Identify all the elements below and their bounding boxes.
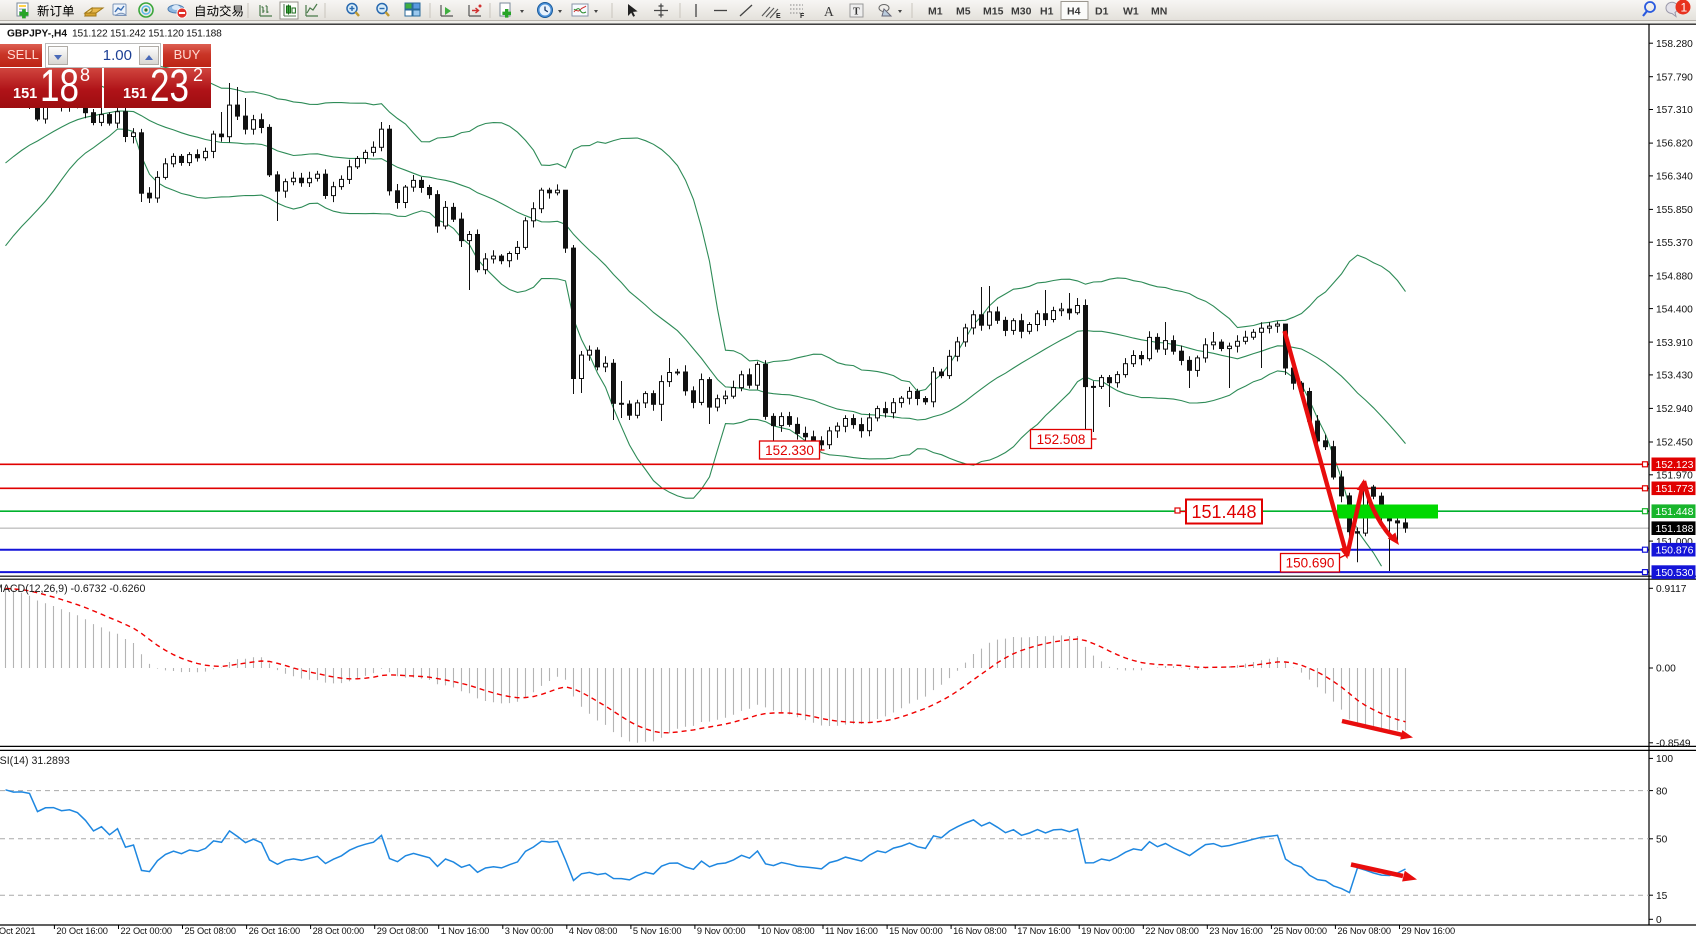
svg-text:0.00: 0.00 bbox=[1656, 664, 1676, 675]
svg-text:MN: MN bbox=[1151, 6, 1167, 18]
svg-text:GBPJPY-,H4: GBPJPY-,H4 bbox=[7, 29, 67, 40]
svg-text:9 Oct 2021: 9 Oct 2021 bbox=[0, 926, 35, 936]
svg-text:H4: H4 bbox=[1067, 6, 1081, 18]
svg-text:151.448: 151.448 bbox=[1656, 506, 1694, 518]
svg-text:D1: D1 bbox=[1095, 6, 1109, 18]
svg-text:151.448: 151.448 bbox=[1191, 502, 1256, 522]
svg-text:1: 1 bbox=[1681, 1, 1688, 15]
svg-text:26 Oct 16:00: 26 Oct 16:00 bbox=[249, 926, 300, 936]
svg-text:153.430: 153.430 bbox=[1656, 371, 1693, 382]
svg-text:150.876: 150.876 bbox=[1656, 545, 1694, 557]
svg-text:25 Nov 00:00: 25 Nov 00:00 bbox=[1273, 926, 1327, 936]
svg-text:25 Oct 08:00: 25 Oct 08:00 bbox=[185, 926, 236, 936]
svg-text:155.370: 155.370 bbox=[1656, 238, 1693, 249]
svg-text:H1: H1 bbox=[1040, 6, 1054, 18]
svg-text:19 Nov 00:00: 19 Nov 00:00 bbox=[1081, 926, 1135, 936]
svg-text:151.188: 151.188 bbox=[1656, 523, 1694, 535]
svg-text:156.820: 156.820 bbox=[1656, 139, 1693, 150]
svg-text:155.850: 155.850 bbox=[1656, 205, 1693, 216]
svg-text:150.530: 150.530 bbox=[1656, 567, 1694, 579]
svg-text:-0.8549: -0.8549 bbox=[1656, 739, 1691, 750]
svg-text:23 Nov 16:00: 23 Nov 16:00 bbox=[1209, 926, 1263, 936]
svg-text:22 Oct 00:00: 22 Oct 00:00 bbox=[121, 926, 172, 936]
svg-text:22 Nov 08:00: 22 Nov 08:00 bbox=[1145, 926, 1199, 936]
svg-text:151.773: 151.773 bbox=[1656, 483, 1694, 495]
svg-text:152.330: 152.330 bbox=[765, 443, 814, 458]
svg-text:157.310: 157.310 bbox=[1656, 105, 1693, 116]
svg-text:1 Nov 16:00: 1 Nov 16:00 bbox=[441, 926, 489, 936]
svg-text:80: 80 bbox=[1656, 786, 1668, 797]
svg-text:3 Nov 00:00: 3 Nov 00:00 bbox=[505, 926, 553, 936]
svg-text:29 Oct 08:00: 29 Oct 08:00 bbox=[377, 926, 428, 936]
svg-text:156.340: 156.340 bbox=[1656, 172, 1693, 183]
svg-text:RSI(14) 31.2893: RSI(14) 31.2893 bbox=[0, 755, 70, 767]
svg-text:11 Nov 16:00: 11 Nov 16:00 bbox=[825, 926, 878, 936]
svg-text:M30: M30 bbox=[1011, 6, 1032, 18]
svg-text:152.450: 152.450 bbox=[1656, 438, 1693, 449]
svg-text:50: 50 bbox=[1656, 835, 1668, 846]
svg-text:26 Nov 08:00: 26 Nov 08:00 bbox=[1337, 926, 1391, 936]
svg-text:152.940: 152.940 bbox=[1656, 404, 1693, 415]
svg-text:W1: W1 bbox=[1123, 6, 1139, 18]
svg-text:5 Nov 16:00: 5 Nov 16:00 bbox=[633, 926, 681, 936]
svg-text:150.690: 150.690 bbox=[1286, 556, 1335, 571]
svg-text:MACD(12,26,9) -0.6732 -0.6260: MACD(12,26,9) -0.6732 -0.6260 bbox=[0, 583, 145, 595]
svg-text:M5: M5 bbox=[956, 6, 971, 18]
svg-text:4 Nov 08:00: 4 Nov 08:00 bbox=[569, 926, 617, 936]
svg-text:T: T bbox=[853, 7, 860, 18]
svg-text:0.9117: 0.9117 bbox=[1656, 584, 1687, 595]
svg-text:M15: M15 bbox=[983, 6, 1004, 18]
svg-text:16 Nov 08:00: 16 Nov 08:00 bbox=[953, 926, 1007, 936]
svg-text:158.280: 158.280 bbox=[1656, 39, 1693, 50]
svg-text:29 Nov 16:00: 29 Nov 16:00 bbox=[1402, 926, 1456, 936]
svg-text:M1: M1 bbox=[928, 6, 943, 18]
svg-text:A: A bbox=[824, 4, 834, 19]
svg-text:151.970: 151.970 bbox=[1656, 471, 1693, 482]
svg-text:154.880: 154.880 bbox=[1656, 271, 1693, 282]
svg-text:153.910: 153.910 bbox=[1656, 338, 1693, 349]
svg-text:F: F bbox=[800, 13, 805, 20]
svg-text:9 Nov 00:00: 9 Nov 00:00 bbox=[697, 926, 745, 936]
svg-text:0: 0 bbox=[1656, 915, 1662, 926]
svg-text:151.122 151.242 151.120 151.18: 151.122 151.242 151.120 151.188 bbox=[72, 29, 222, 40]
svg-text:28 Oct 00:00: 28 Oct 00:00 bbox=[313, 926, 364, 936]
svg-text:157.790: 157.790 bbox=[1656, 72, 1693, 83]
svg-text:151.000: 151.000 bbox=[1656, 537, 1693, 548]
svg-text:17 Nov 16:00: 17 Nov 16:00 bbox=[1017, 926, 1071, 936]
svg-text:10 Nov 08:00: 10 Nov 08:00 bbox=[761, 926, 815, 936]
svg-text:154.400: 154.400 bbox=[1656, 304, 1693, 315]
svg-text:E: E bbox=[776, 13, 781, 20]
svg-text:15: 15 bbox=[1656, 891, 1668, 902]
svg-text:152.123: 152.123 bbox=[1656, 459, 1694, 471]
svg-text:100: 100 bbox=[1656, 754, 1673, 765]
svg-text:15 Nov 00:00: 15 Nov 00:00 bbox=[889, 926, 943, 936]
svg-text:152.508: 152.508 bbox=[1037, 432, 1086, 447]
svg-text:20 Oct 16:00: 20 Oct 16:00 bbox=[56, 926, 107, 936]
